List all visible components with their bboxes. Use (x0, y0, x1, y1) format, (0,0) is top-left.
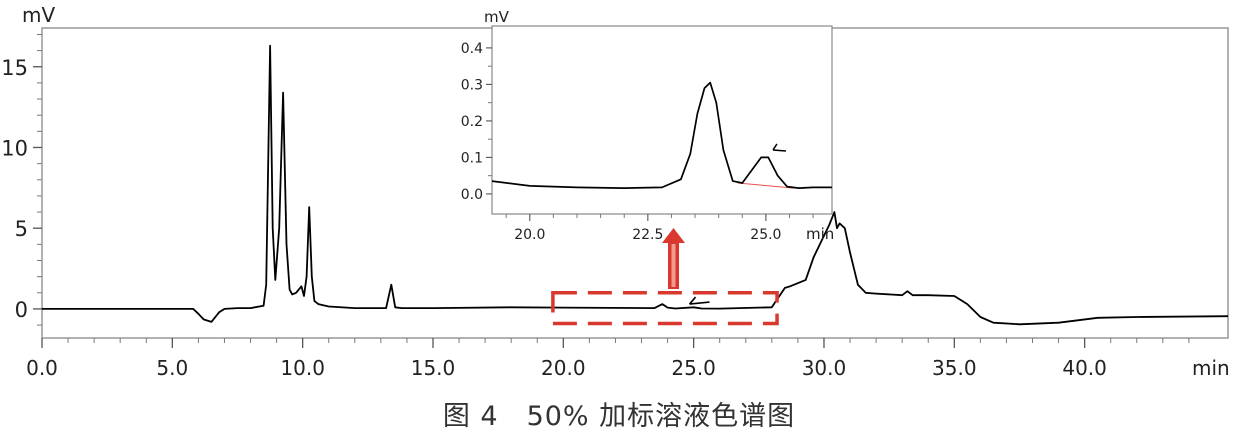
inset-y-axis: 0.0 0.1 0.2 0.3 0.4 (461, 41, 492, 203)
zoom-arrow (662, 228, 685, 289)
main-y-axis-label: mV (22, 3, 55, 27)
main-x-tick-label: 30.0 (802, 356, 847, 380)
zoom-arrow-head (662, 228, 685, 243)
main-x-tick-label: 5.0 (156, 356, 188, 380)
main-y-axis: 0 5 10 15 (1, 33, 42, 326)
inset-x-tick-label: 22.5 (632, 227, 663, 243)
inset-y-tick-label: 0.1 (461, 150, 483, 166)
inset-x-axis: 20.0 22.5 25.0 (505, 214, 814, 243)
figure-caption: 图 4 50% 加标溶液色谱图 (442, 401, 796, 432)
main-y-tick-label: 10 (1, 136, 28, 160)
inset-integration-baseline (737, 182, 795, 189)
inset-y-axis-label: mV (484, 8, 510, 26)
inset-background (492, 26, 832, 214)
main-chart: 0 5 10 15 0.0 5.0 10.0 15.0 20.0 25.0 30.0 35.0 40.… (1, 3, 1229, 380)
main-x-tick-label: 25.0 (671, 356, 716, 380)
inset-y-tick-label: 0.4 (461, 41, 483, 57)
zoom-highlight-box (551, 291, 779, 326)
inset-peak-marker (772, 143, 787, 152)
main-y-tick-label: 0 (15, 298, 28, 322)
main-x-tick-label: 40.0 (1062, 356, 1107, 380)
inset-chart: 0.0 0.1 0.2 0.3 0.4 20.0 22.5 25.0 mV min (461, 8, 835, 243)
main-x-axis: 0.0 5.0 10.0 15.0 20.0 25.0 30.0 35.0 40.0 (26, 338, 1190, 380)
main-x-tick-label: 10.0 (280, 356, 325, 380)
inset-y-tick-label: 0.0 (461, 187, 483, 203)
inset-y-tick-label: 0.3 (461, 77, 483, 93)
main-series-line (42, 44, 1229, 326)
main-x-tick-label: 20.0 (541, 356, 586, 380)
inset-x-tick-label: 25.0 (750, 227, 781, 243)
inset-x-tick-label: 20.0 (514, 227, 545, 243)
main-x-axis-label: min (1192, 356, 1230, 380)
main-peak-marker (688, 296, 710, 305)
main-x-tick-label: 35.0 (932, 356, 977, 380)
inset-plot-frame (491, 25, 833, 215)
zoom-arrow-shaft-highlight (671, 244, 676, 287)
main-x-tick-label: 0.0 (26, 356, 58, 380)
main-y-tick-label: 5 (15, 217, 28, 241)
inset-series-line (491, 81, 832, 189)
inset-y-tick-label: 0.2 (461, 114, 483, 130)
inset-x-axis-label: min (806, 225, 834, 243)
main-y-tick-label: 15 (1, 56, 28, 80)
main-x-tick-label: 15.0 (411, 356, 456, 380)
